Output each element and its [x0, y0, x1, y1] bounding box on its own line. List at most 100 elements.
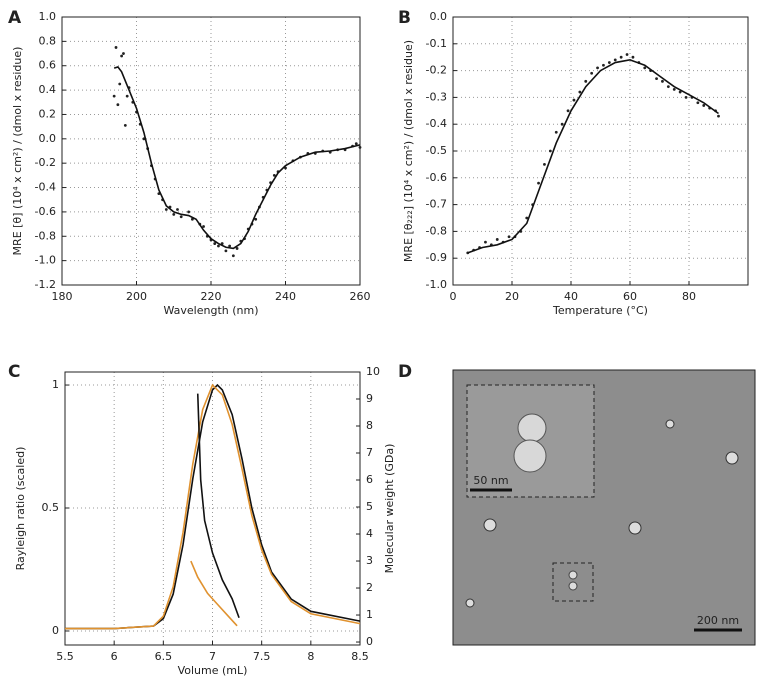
x-tick-label: 7	[209, 650, 216, 663]
x-tick-label: 220	[201, 290, 222, 303]
particle	[465, 598, 475, 608]
y2-tick-label: 9	[366, 392, 373, 405]
y2-tick-label: 6	[366, 473, 373, 486]
panel-label: D	[398, 362, 412, 382]
inset-scale-label: 50 nm	[473, 474, 508, 487]
y2-tick-label: 8	[366, 419, 373, 432]
data-point	[213, 242, 217, 245]
particle	[513, 439, 547, 473]
data-point	[631, 55, 635, 59]
particle	[628, 521, 642, 535]
data-point	[619, 55, 623, 59]
data-point	[607, 61, 611, 64]
y2-tick-label: 2	[366, 581, 373, 594]
particle	[725, 451, 739, 465]
y-tick-label: 0.0	[430, 10, 448, 23]
y-tick-label: -0.2	[426, 64, 447, 77]
data-point	[537, 181, 540, 185]
y-tick-label: 0.4	[39, 83, 57, 96]
y-tick-label: 0	[52, 624, 59, 637]
x-tick-label: 0	[450, 290, 457, 303]
y-tick-label: -0.6	[426, 171, 447, 184]
data-point	[625, 53, 629, 56]
y2-tick-label: 10	[366, 365, 380, 378]
y-tick-label: 1.0	[39, 10, 57, 23]
x-tick-label: 240	[275, 290, 296, 303]
data-point	[172, 212, 176, 216]
data-point	[578, 90, 582, 94]
data-point	[114, 46, 118, 49]
data-point	[613, 58, 617, 62]
data-point	[112, 94, 116, 98]
particle	[568, 570, 578, 580]
y-tick-label: -0.4	[35, 181, 56, 194]
data-point	[678, 90, 682, 94]
y-tick-label: 0.8	[39, 34, 57, 47]
data-point	[254, 217, 258, 221]
particle	[483, 518, 497, 532]
data-point	[179, 215, 183, 219]
scale-label: 200 nm	[697, 614, 739, 627]
x-tick-label: 200	[126, 290, 147, 303]
y-tick-label: -1.2	[35, 278, 56, 291]
data-point	[358, 145, 362, 149]
particle	[517, 413, 547, 443]
x-axis-label: Wavelength (nm)	[163, 304, 258, 317]
data-point	[176, 208, 179, 211]
data-point	[507, 235, 511, 239]
x-tick-label: 80	[682, 290, 696, 303]
y-tick-label: -0.3	[426, 90, 447, 103]
y-tick-label: -0.7	[426, 198, 447, 211]
x-axis-label: Volume (mL)	[178, 664, 248, 676]
data-line	[65, 383, 361, 630]
y2-tick-label: 1	[366, 608, 373, 621]
y-axis-label: Rayleigh ratio (scaled)	[14, 447, 27, 571]
y-tick-label: -1.0	[426, 278, 447, 291]
y-tick-label: 0.0	[39, 132, 57, 145]
zoom-box	[552, 562, 594, 602]
x-tick-label: 260	[350, 290, 371, 303]
data-point	[572, 98, 576, 102]
data-point	[187, 210, 191, 214]
data-point	[684, 96, 688, 99]
x-tick-label: 8	[307, 650, 314, 663]
micrograph-panel: 50 nm 200 nm D	[398, 362, 756, 646]
data-line	[113, 66, 361, 250]
data-point	[666, 85, 670, 89]
data-point	[224, 249, 228, 253]
plot-frame	[61, 16, 361, 286]
plot-frame	[64, 371, 361, 646]
y-axis-label: MRE [θ₂₂₂] (10⁴ x cm²) / (dmol x residue…	[402, 40, 415, 262]
y2-tick-label: 3	[366, 554, 373, 567]
x-tick-label: 20	[505, 290, 519, 303]
y-axis-label: MRE [θ] (10⁴ x cm²) / (dmol x residue)	[11, 47, 24, 256]
y-tick-label: -0.9	[426, 251, 447, 264]
y-tick-label: -0.4	[426, 117, 447, 130]
data-point	[661, 79, 664, 83]
data-point	[672, 87, 676, 91]
data-point	[122, 52, 125, 55]
y2-tick-label: 0	[366, 635, 373, 648]
data-line	[196, 393, 240, 619]
x-tick-label: 180	[52, 290, 73, 303]
data-point	[120, 54, 123, 58]
x-tick-label: 40	[564, 290, 578, 303]
y-tick-label: -0.8	[35, 229, 56, 242]
data-point	[560, 122, 564, 126]
y-tick-label: 1	[52, 378, 59, 391]
data-point	[543, 163, 546, 166]
plot-frame	[452, 16, 749, 286]
y-tick-label: -0.5	[426, 144, 447, 157]
data-point	[590, 71, 594, 75]
x-tick-label: 60	[623, 290, 637, 303]
data-line	[467, 59, 719, 254]
data-point	[566, 109, 570, 113]
data-point	[125, 94, 129, 98]
panel-label: B	[398, 8, 411, 28]
y-tick-label: -0.2	[35, 156, 56, 169]
data-point	[164, 208, 168, 211]
data-point	[217, 244, 220, 248]
data-point	[584, 79, 588, 83]
panel-label: C	[8, 362, 20, 382]
x-tick-label: 6.5	[155, 650, 173, 663]
